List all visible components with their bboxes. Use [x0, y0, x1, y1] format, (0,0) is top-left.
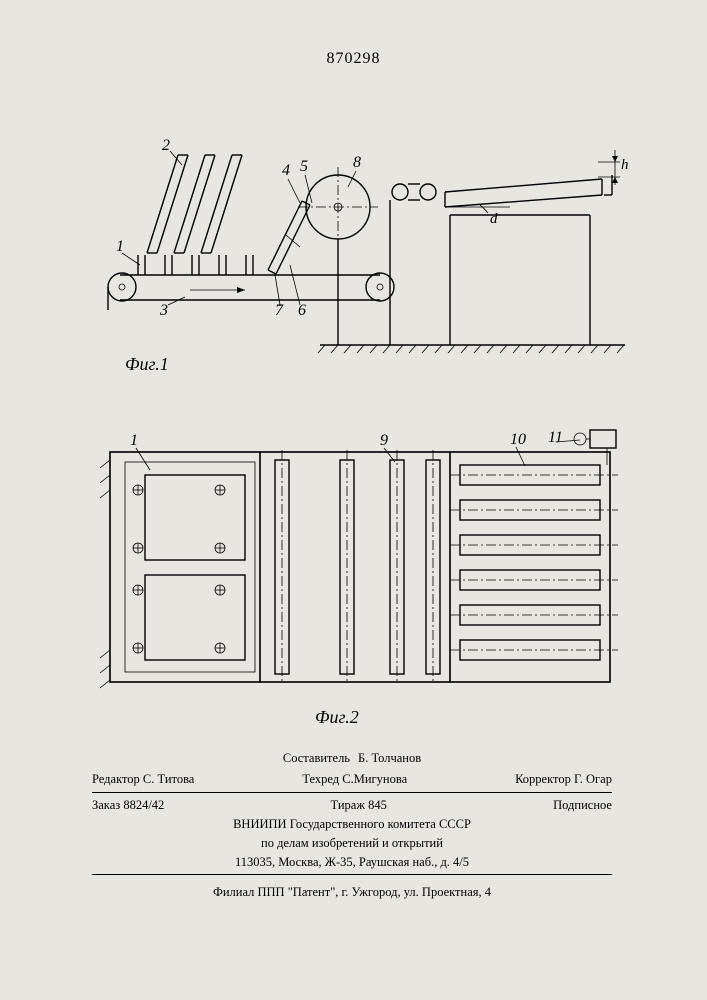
org-line-1: ВНИИПИ Государственного комитета СССР — [92, 815, 612, 834]
branch-line: Филиал ППП "Патент", г. Ужгород, ул. Про… — [92, 883, 612, 902]
order-value: 8824/42 — [123, 798, 164, 812]
callout-1b: 1 — [130, 432, 138, 449]
dim-d: d — [490, 211, 498, 227]
editor-name: С. Титова — [143, 772, 194, 786]
tirazh-value: 845 — [368, 798, 387, 812]
callout-7: 7 — [275, 302, 284, 319]
techred-name: С.Мигунова — [342, 772, 407, 786]
fig1-caption: Фиг.1 — [125, 354, 169, 375]
callout-6: 6 — [298, 302, 306, 319]
techred-label: Техред — [302, 772, 339, 786]
callout-5: 5 — [300, 158, 308, 175]
compiler-label: Составитель — [283, 749, 350, 768]
callout-8: 8 — [353, 154, 361, 171]
figure-2: 1 9 10 11 Фиг.2 — [90, 420, 625, 710]
org-line-2: по делам изобретений и открытий — [92, 834, 612, 853]
callout-11: 11 — [548, 429, 563, 446]
callout-3: 3 — [159, 302, 168, 319]
callout-9: 9 — [380, 432, 388, 449]
figure-1: 1 2 3 4 5 6 7 8 h d Фиг.1 — [90, 135, 625, 370]
corrector-label: Корректор — [515, 772, 571, 786]
callout-2: 2 — [162, 137, 170, 154]
callout-4: 4 — [282, 162, 290, 179]
dim-h: h — [621, 157, 629, 173]
callout-10: 10 — [510, 431, 526, 448]
order-label: Заказ — [92, 798, 120, 812]
org-address: 113035, Москва, Ж-35, Раушская наб., д. … — [92, 853, 612, 872]
compiler-name: Б. Толчанов — [358, 749, 421, 768]
tirazh-label: Тираж — [331, 798, 365, 812]
corrector-name: Г. Огар — [574, 772, 612, 786]
callout-1: 1 — [116, 238, 124, 255]
imprint-block: Составитель Б. Толчанов Редактор С. Тито… — [92, 749, 612, 902]
editor-label: Редактор — [92, 772, 140, 786]
document-number: 870298 — [0, 50, 707, 68]
fig2-caption: Фиг.2 — [315, 707, 359, 728]
subscription: Подписное — [553, 796, 612, 815]
